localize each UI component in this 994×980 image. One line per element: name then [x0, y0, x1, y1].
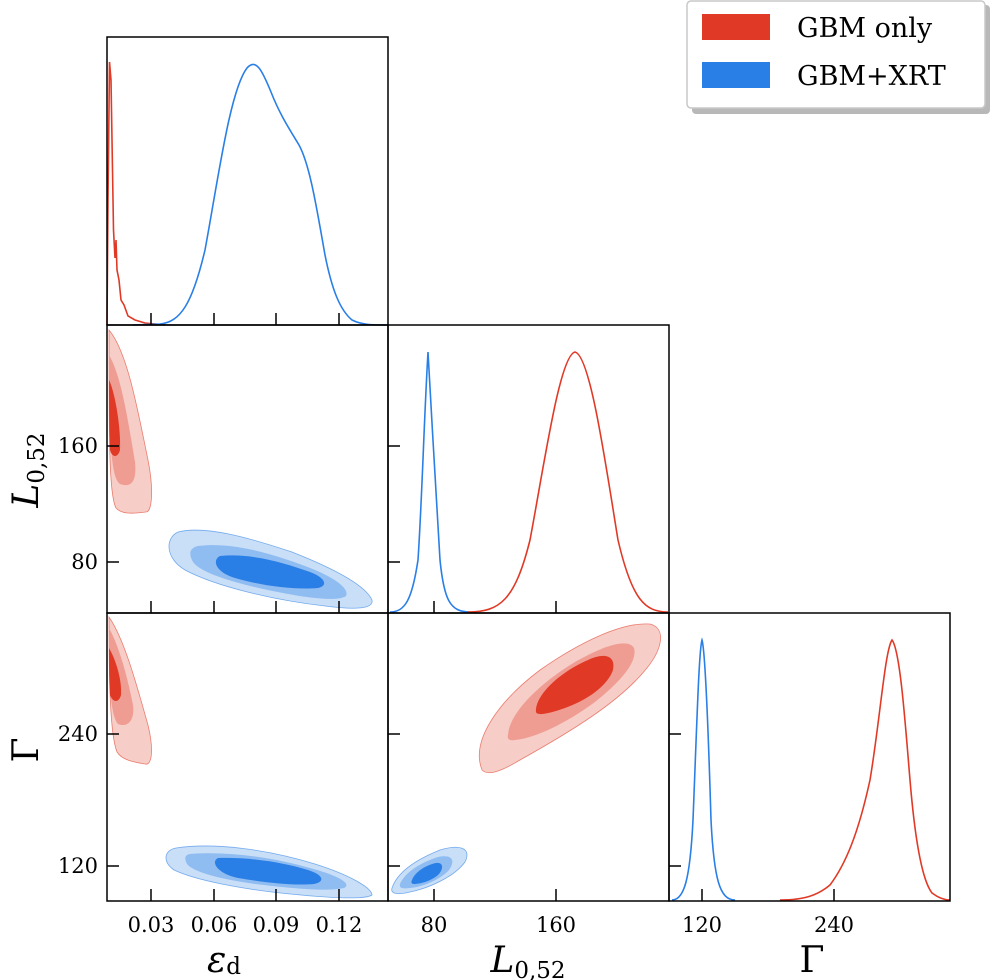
gbm-xrt-eps-G-contour-core — [214, 857, 322, 885]
gbm-only-eps-marginal-line — [106, 61, 166, 326]
marginal-layer — [106, 61, 951, 901]
gbm-xrt-L-G-contour-core — [411, 862, 443, 884]
gbm-only-eps-L-contour-core — [109, 380, 121, 456]
G-x-tick-label-1: 240 — [814, 913, 854, 937]
eps-tick-label-3: 0.12 — [316, 913, 363, 937]
L-x-tick-label-0: 80 — [421, 913, 448, 937]
G-y-axis-label: Γ — [6, 738, 47, 763]
G-y-tick-label-1: 240 — [58, 722, 98, 746]
eps-tick-label-1: 0.06 — [191, 913, 238, 937]
tick-labels: 0.03 0.06 0.09 0.12 80 160 120 240 80 16… — [58, 434, 854, 937]
panel-frames — [106, 36, 951, 902]
panel-eps-marginal — [106, 36, 389, 326]
axis-labels: εd L0,52 Γ L0,52 Γ — [6, 432, 824, 980]
legend: GBM only GBM+XRT — [686, 0, 990, 114]
L-x-tick-label-1: 160 — [536, 913, 576, 937]
eps-x-axis-label: εd — [207, 940, 241, 980]
gbm-xrt-eps-marginal-line — [132, 63, 389, 326]
gbm-only-L-G-contour-core — [535, 655, 614, 715]
L-x-axis-label: L0,52 — [489, 940, 565, 980]
gbm-xrt-eps-L-contour-core — [215, 555, 325, 589]
legend-swatch-gbm-xrt — [702, 62, 770, 88]
L-y-tick-label-0: 80 — [71, 550, 98, 574]
legend-swatch-gbm-only — [702, 14, 770, 40]
gbm-only-G-marginal-line — [779, 638, 951, 901]
tick-marks — [107, 313, 835, 901]
gbm-xrt-G-marginal-line — [671, 637, 736, 901]
legend-label-gbm-only: GBM only — [797, 13, 933, 44]
gbm-xrt-L-marginal-line — [389, 351, 471, 613]
G-y-tick-label-0: 120 — [58, 854, 98, 878]
gbm-only-L-marginal-line — [467, 351, 669, 613]
gbm-only-eps-G-contour-core — [109, 648, 122, 701]
eps-tick-label-0: 0.03 — [128, 913, 175, 937]
G-x-axis-label: Γ — [800, 940, 825, 980]
panel-G-marginal — [668, 612, 951, 902]
legend-label-gbm-xrt: GBM+XRT — [797, 61, 946, 92]
L-y-tick-label-1: 160 — [58, 434, 98, 458]
eps-tick-label-2: 0.09 — [253, 913, 300, 937]
L-y-axis-label: L0,52 — [6, 432, 50, 508]
contour-layer — [108, 328, 661, 899]
G-x-tick-label-0: 120 — [682, 913, 722, 937]
